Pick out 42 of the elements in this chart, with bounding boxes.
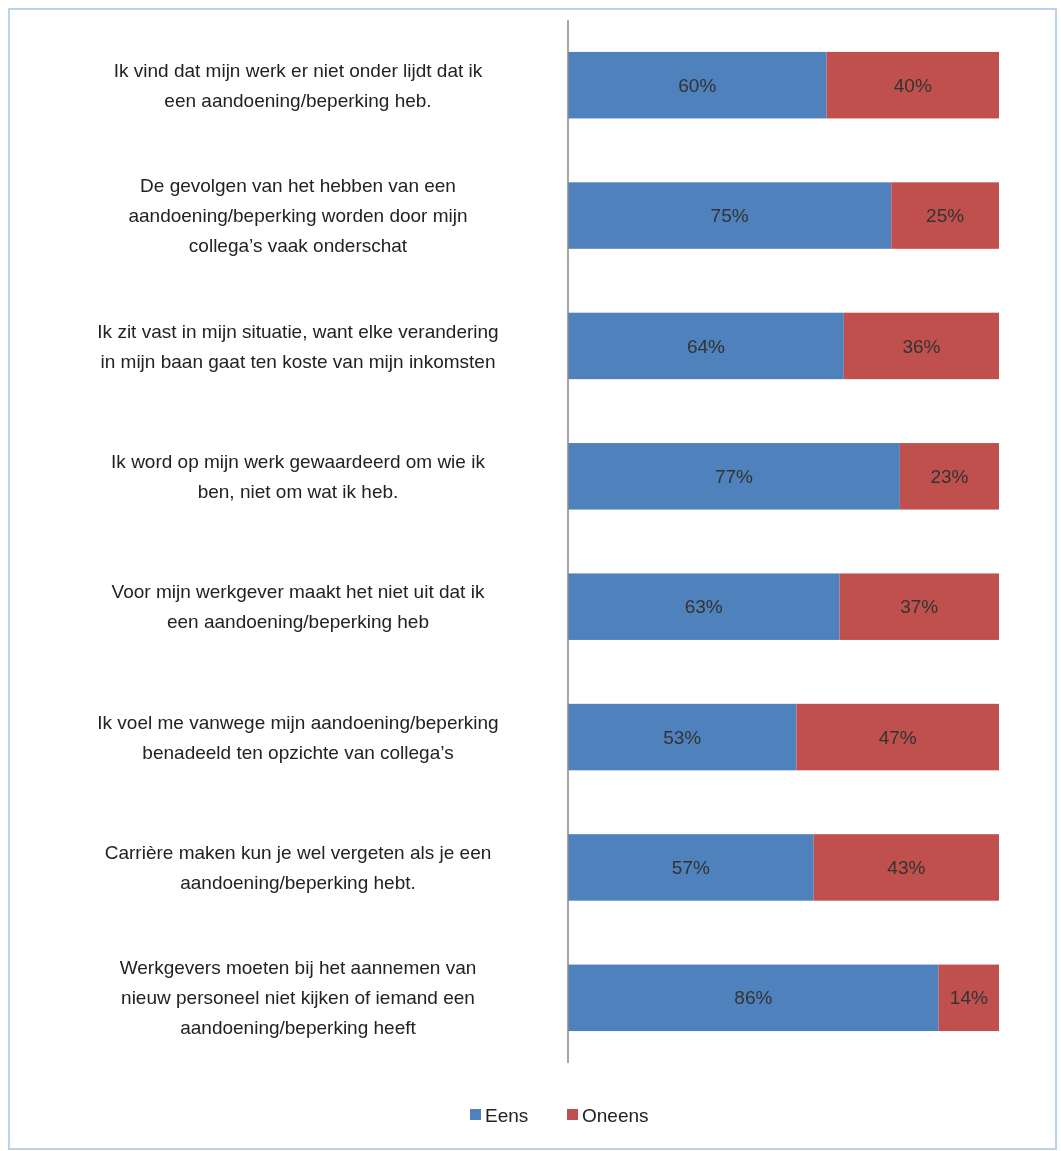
bar <box>568 443 900 510</box>
legend-label: Eens <box>485 1104 529 1126</box>
bar <box>568 51 827 119</box>
bar <box>568 573 840 640</box>
data-label: 23% <box>930 465 969 487</box>
data-label: 25% <box>926 205 965 227</box>
bar <box>938 964 999 1032</box>
y-tick-label: Ik word op mijn werk gewaardeerd om wie ik ben, niet om wat ik heb. <box>111 450 486 502</box>
data-label: 57% <box>671 857 710 879</box>
data-label: 86% <box>734 987 773 1009</box>
data-label: 77% <box>714 465 754 487</box>
y-tick-label: De gevolgen van het hebben van een aandoening/beperking worden door mijn collega’s vaak onderschat <box>128 175 468 257</box>
data-label: 43% <box>887 857 926 879</box>
y-tick-label: Ik zit vast in mijn situatie, want elke verandering in mijn baan gaat ten koste van mijn inkomsten <box>97 320 499 372</box>
bar <box>891 182 999 249</box>
bar <box>899 443 999 510</box>
bar <box>796 703 999 771</box>
bar <box>843 312 999 380</box>
bar <box>568 834 814 901</box>
data-label: 14% <box>949 987 988 1009</box>
data-label: 37% <box>900 596 939 618</box>
y-tick-label: Werkgevers moeten bij het aannemen van nieuw personeel niet kijken of iemand een aandoening/beperking heeft <box>119 957 477 1039</box>
bar <box>826 51 999 119</box>
bar <box>568 312 844 380</box>
data-label: 53% <box>663 726 702 748</box>
y-tick-label: Ik vind dat mijn werk er niet onder lijdt dat ik een aandoening/beperking heb. <box>113 59 483 111</box>
legend-label: Oneens <box>582 1104 649 1126</box>
data-label: 40% <box>893 74 932 96</box>
data-label: 36% <box>902 335 941 357</box>
data-label: 63% <box>684 596 723 618</box>
data-label: 60% <box>678 74 717 96</box>
bar <box>568 964 939 1032</box>
bar <box>839 573 999 640</box>
data-label: 64% <box>686 335 726 357</box>
data-label: 47% <box>878 726 917 748</box>
bar <box>813 834 999 901</box>
data-label: 75% <box>710 205 749 227</box>
y-tick-label: Ik voel me vanwege mijn aandoening/beperking benadeeld ten opzichte van collega’s <box>97 711 499 763</box>
y-tick-label: Carrière maken kun je wel vergeten als je een aandoening/beperking hebt. <box>104 842 492 894</box>
y-tick-label: Voor mijn werkgever maakt het niet uit dat ik een aandoening/beperking heb <box>111 581 485 633</box>
bar <box>568 703 797 771</box>
bar <box>568 182 892 249</box>
